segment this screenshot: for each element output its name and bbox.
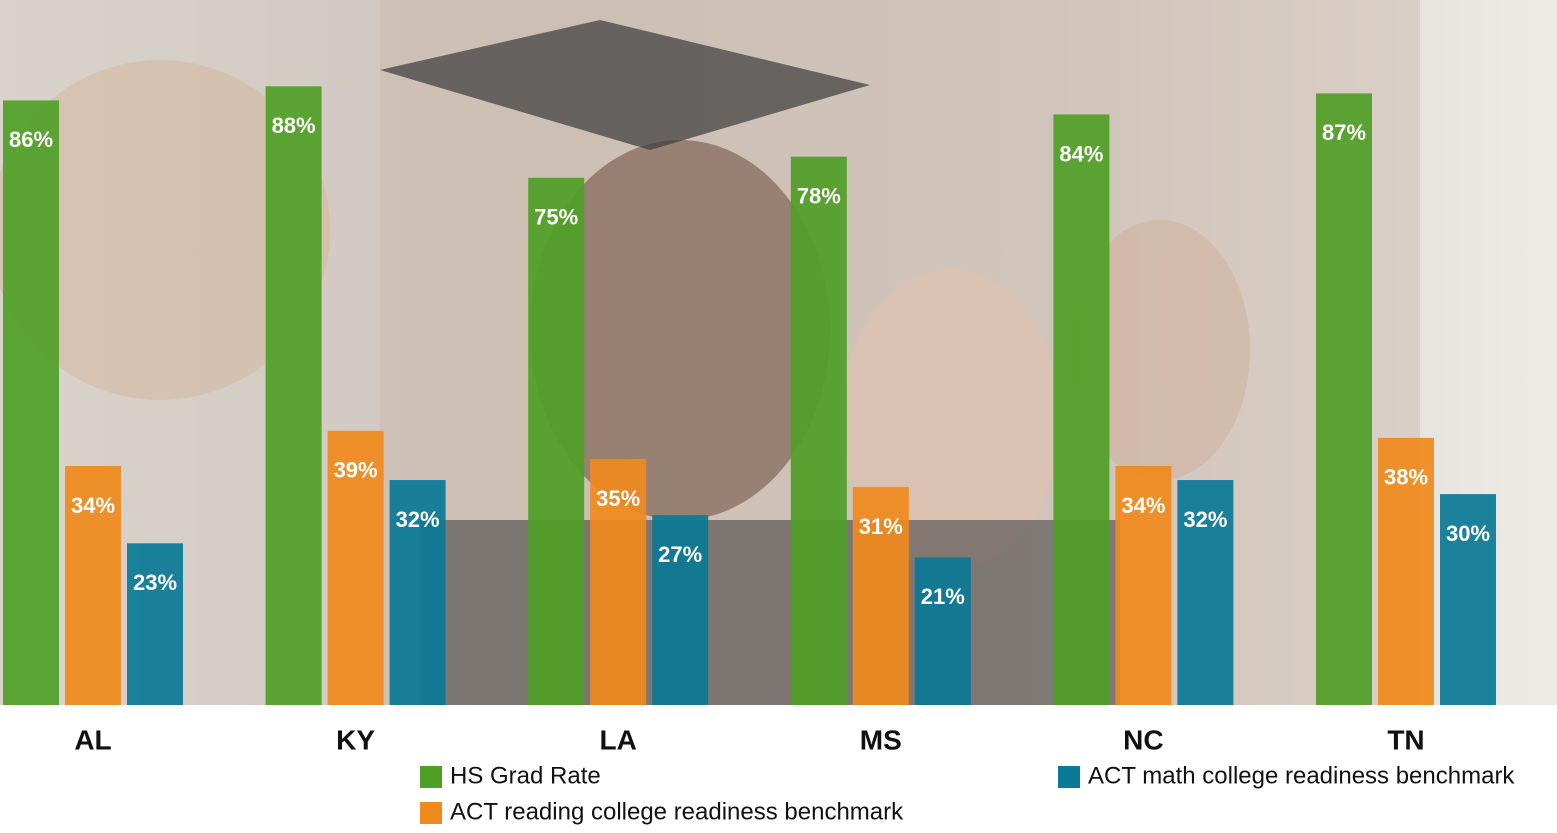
bar — [1115, 465, 1172, 705]
value-label: 78% — [797, 183, 841, 208]
bar — [852, 487, 909, 705]
value-label: 35% — [596, 486, 640, 511]
bar — [65, 465, 121, 705]
bar — [1177, 480, 1234, 705]
value-label: 75% — [534, 205, 578, 230]
value-label: 87% — [1322, 120, 1366, 145]
x-tick-label: TN — [1387, 724, 1424, 755]
bar — [1053, 114, 1110, 706]
legend-swatch — [420, 802, 442, 824]
bar — [1316, 93, 1372, 705]
legend-label: HS Grad Rate — [450, 762, 601, 789]
value-label: 39% — [334, 458, 378, 483]
legend-label: ACT reading college readiness benchmark — [450, 798, 904, 825]
value-label: 30% — [1446, 521, 1490, 546]
legend-swatch — [1058, 766, 1080, 788]
value-label: 27% — [658, 542, 702, 567]
bar — [652, 515, 709, 705]
value-label: 31% — [859, 514, 903, 539]
bar — [590, 458, 647, 705]
x-tick-label: KY — [336, 724, 375, 755]
bar — [1440, 494, 1496, 705]
value-label: 34% — [71, 493, 115, 518]
value-label: 86% — [9, 127, 53, 152]
bar — [3, 100, 59, 706]
x-tick-label: AL — [74, 724, 111, 755]
bar — [1378, 437, 1434, 705]
x-tick-label: NC — [1123, 724, 1163, 755]
value-label: 84% — [1059, 141, 1103, 166]
value-label: 32% — [396, 507, 440, 532]
bar — [127, 543, 183, 705]
x-tick-label: MS — [860, 724, 902, 755]
legend-label: ACT math college readiness benchmark — [1088, 762, 1515, 789]
bar — [327, 430, 384, 705]
bar — [528, 177, 585, 705]
x-tick-label: LA — [600, 724, 637, 755]
bar — [790, 156, 847, 705]
bar — [389, 480, 446, 705]
value-label: 23% — [133, 570, 177, 595]
value-label: 21% — [921, 584, 965, 609]
bar — [914, 557, 971, 705]
value-label: 38% — [1384, 465, 1428, 490]
legend-swatch — [420, 766, 442, 788]
bar — [265, 86, 322, 706]
value-label: 32% — [1183, 507, 1227, 532]
value-label: 88% — [272, 113, 316, 138]
value-label: 34% — [1121, 493, 1165, 518]
